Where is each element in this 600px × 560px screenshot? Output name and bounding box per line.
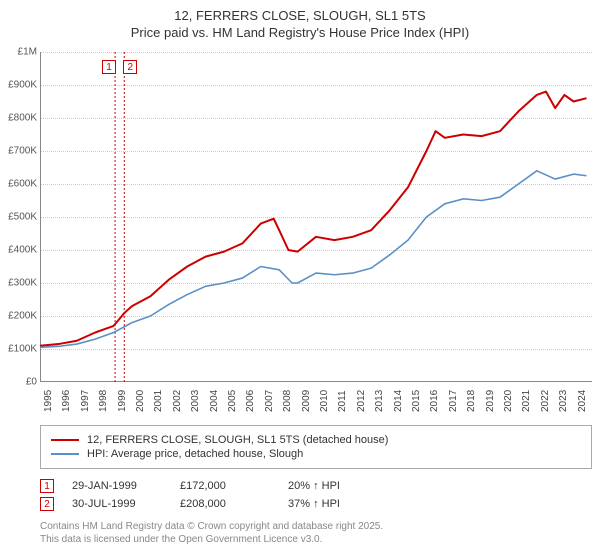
chart-title: 12, FERRERS CLOSE, SLOUGH, SL1 5TS <box>0 0 600 25</box>
sale-delta: 20% ↑ HPI <box>288 480 378 492</box>
x-tick-label: 2022 <box>540 390 551 412</box>
x-tick-label: 1999 <box>117 390 128 412</box>
x-tick-label: 2007 <box>264 390 275 412</box>
y-tick-label: £600K <box>1 179 37 190</box>
footnote: Contains HM Land Registry data © Crown c… <box>40 520 383 546</box>
x-tick-label: 2005 <box>227 390 238 412</box>
y-tick-label: £300K <box>1 278 37 289</box>
x-tick-label: 2024 <box>577 390 588 412</box>
legend-box: 12, FERRERS CLOSE, SLOUGH, SL1 5TS (deta… <box>40 425 592 469</box>
x-tick-label: 2002 <box>172 390 183 412</box>
x-tick-label: 1996 <box>61 390 72 412</box>
x-tick-label: 2017 <box>448 390 459 412</box>
legend-label: HPI: Average price, detached house, Slou… <box>87 448 303 460</box>
y-tick-label: £900K <box>1 80 37 91</box>
y-tick-label: £700K <box>1 146 37 157</box>
y-tick-label: £200K <box>1 311 37 322</box>
x-tick-label: 2011 <box>337 390 348 412</box>
x-tick-label: 2020 <box>503 390 514 412</box>
x-tick-label: 2001 <box>153 390 164 412</box>
x-tick-label: 2009 <box>301 390 312 412</box>
sale-marker-box: 2 <box>40 497 54 511</box>
x-tick-label: 2018 <box>466 390 477 412</box>
chart-area: £0£100K£200K£300K£400K£500K£600K£700K£80… <box>40 52 592 382</box>
sale-row: 1 29-JAN-1999 £172,000 20% ↑ HPI <box>40 479 592 493</box>
x-tick-label: 2010 <box>319 390 330 412</box>
x-tick-label: 2019 <box>485 390 496 412</box>
y-tick-label: £0 <box>1 377 37 388</box>
y-tick-label: £100K <box>1 344 37 355</box>
sale-marker-box: 1 <box>40 479 54 493</box>
legend-item: HPI: Average price, detached house, Slou… <box>51 448 581 460</box>
x-tick-label: 2006 <box>245 390 256 412</box>
x-tick-label: 2013 <box>374 390 385 412</box>
x-tick-label: 2004 <box>209 390 220 412</box>
x-tick-label: 1997 <box>80 390 91 412</box>
x-tick-label: 2008 <box>282 390 293 412</box>
chart-sale-marker: 1 <box>102 60 116 74</box>
sale-delta: 37% ↑ HPI <box>288 498 378 510</box>
y-tick-label: £1M <box>1 47 37 58</box>
x-tick-label: 2021 <box>521 390 532 412</box>
legend-swatch <box>51 453 79 455</box>
y-tick-label: £800K <box>1 113 37 124</box>
y-tick-label: £500K <box>1 212 37 223</box>
x-tick-label: 1998 <box>98 390 109 412</box>
chart-sale-marker: 2 <box>123 60 137 74</box>
y-tick-label: £400K <box>1 245 37 256</box>
sale-price: £172,000 <box>180 480 270 492</box>
footnote-line: This data is licensed under the Open Gov… <box>40 533 383 546</box>
legend-swatch <box>51 439 79 441</box>
sales-table: 1 29-JAN-1999 £172,000 20% ↑ HPI 2 30-JU… <box>40 475 592 515</box>
x-tick-label: 2012 <box>356 390 367 412</box>
sale-price: £208,000 <box>180 498 270 510</box>
sale-row: 2 30-JUL-1999 £208,000 37% ↑ HPI <box>40 497 592 511</box>
x-tick-label: 2023 <box>558 390 569 412</box>
legend-item: 12, FERRERS CLOSE, SLOUGH, SL1 5TS (deta… <box>51 434 581 446</box>
chart-svg <box>40 52 592 382</box>
chart-subtitle: Price paid vs. HM Land Registry's House … <box>0 25 600 44</box>
x-tick-label: 2003 <box>190 390 201 412</box>
x-axis-labels: 1995 1996 1997 1998 1999 2000 2001 2002 2003 2004… <box>40 382 592 422</box>
x-tick-label: 2015 <box>411 390 422 412</box>
sale-date: 29-JAN-1999 <box>72 480 162 492</box>
x-tick-label: 2000 <box>135 390 146 412</box>
legend-label: 12, FERRERS CLOSE, SLOUGH, SL1 5TS (deta… <box>87 434 388 446</box>
x-tick-label: 2014 <box>393 390 404 412</box>
x-tick-label: 1995 <box>43 390 54 412</box>
footnote-line: Contains HM Land Registry data © Crown c… <box>40 520 383 533</box>
sale-date: 30-JUL-1999 <box>72 498 162 510</box>
x-tick-label: 2016 <box>429 390 440 412</box>
